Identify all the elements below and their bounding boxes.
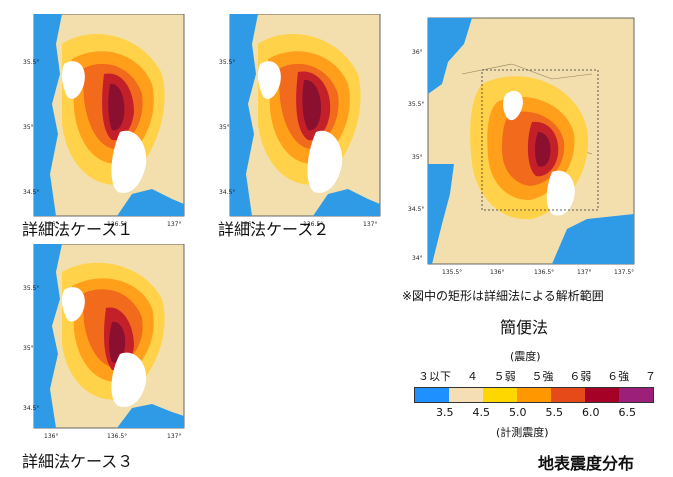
map-case1-frame bbox=[33, 14, 185, 217]
lat-tick: 35° bbox=[23, 345, 34, 352]
map-simple-lat-ticks: 36° 35.5° 35° 34.5° 34° bbox=[408, 49, 424, 262]
lon-tick: 136° bbox=[490, 269, 504, 276]
lat-tick: 34.5° bbox=[23, 189, 39, 196]
legend-class: ６弱 bbox=[569, 370, 592, 383]
legend-values: 3.5 4.5 5.0 5.5 6.0 6.5 bbox=[436, 406, 636, 419]
map-case1: 35.5° 35° 34.5° 136° 136.5° 137° bbox=[22, 14, 188, 236]
lon-tick: 135.5° bbox=[442, 269, 462, 276]
legend-title: (震度) bbox=[510, 350, 541, 363]
map-case2-lon-ticks: 136° 136.5° 137° bbox=[240, 221, 377, 228]
lon-tick: 136.5° bbox=[303, 221, 323, 228]
lon-tick: 136.5° bbox=[107, 433, 127, 440]
lon-tick: 136° bbox=[44, 221, 58, 228]
lon-tick: 136.5° bbox=[107, 221, 127, 228]
map-case1-lon-ticks: 136° 136.5° 137° bbox=[44, 221, 181, 228]
legend-classes: ３以下 ４ ５弱 ５強 ６弱 ６強 ７ bbox=[418, 368, 656, 384]
legend-swatch bbox=[483, 388, 517, 402]
map-case1-caption: 詳細法ケース１ bbox=[22, 220, 134, 239]
map-case2: 35.5° 35° 34.5° 136° 136.5° 137° bbox=[218, 14, 384, 236]
lon-tick: 136° bbox=[44, 433, 58, 440]
legend-value: 6.0 bbox=[582, 406, 600, 419]
lat-tick: 35.5° bbox=[408, 101, 424, 108]
map-case3: 35.5° 35° 34.5° 136° 136.5° 137° bbox=[22, 244, 188, 444]
lat-tick: 35.5° bbox=[219, 59, 235, 66]
lon-tick: 137° bbox=[363, 221, 377, 228]
lat-tick: 34.5° bbox=[408, 206, 424, 213]
legend-swatch bbox=[619, 388, 653, 402]
figure-title: 地表震度分布 bbox=[538, 454, 635, 473]
legend-value: 4.5 bbox=[472, 406, 491, 419]
map-simple-caption: 簡便法 bbox=[500, 318, 549, 337]
lat-tick: 36° bbox=[412, 49, 423, 56]
legend-swatch bbox=[551, 388, 585, 402]
legend-class: ５弱 bbox=[493, 370, 516, 383]
map-case3-lat-ticks: 35.5° 35° 34.5° bbox=[23, 285, 39, 412]
legend-color-bar bbox=[414, 387, 654, 403]
legend-value: 3.5 bbox=[436, 406, 454, 419]
map-case2-frame bbox=[229, 14, 381, 217]
lon-tick: 137.5° bbox=[614, 269, 634, 276]
map-simple-frame bbox=[427, 17, 635, 265]
map-simple: 36° 35.5° 35° 34.5° 34° 135.5° 136° 136.… bbox=[402, 14, 638, 284]
legend-swatch bbox=[517, 388, 551, 402]
lon-tick: 137° bbox=[167, 221, 181, 228]
legend-class: ６強 bbox=[607, 370, 630, 383]
legend-swatch bbox=[415, 388, 449, 402]
lat-tick: 35° bbox=[23, 124, 34, 131]
lat-tick: 34.5° bbox=[23, 405, 39, 412]
map-case1-lat-ticks: 35.5° 35° 34.5° bbox=[23, 59, 39, 196]
lon-tick: 136.5° bbox=[534, 269, 554, 276]
map-simple-lon-ticks: 135.5° 136° 136.5° 137° 137.5° bbox=[442, 269, 634, 276]
lat-tick: 34° bbox=[412, 255, 423, 262]
legend-class: ７ bbox=[644, 370, 656, 383]
legend-value: 6.5 bbox=[618, 406, 637, 419]
lat-tick: 35.5° bbox=[23, 59, 39, 66]
map-case2-caption: 詳細法ケース２ bbox=[218, 220, 330, 239]
map-case2-lat-ticks: 35.5° 35° 34.5° bbox=[219, 59, 235, 196]
legend-class: ５強 bbox=[531, 370, 554, 383]
legend-subtitle: (計測震度) bbox=[496, 426, 549, 439]
legend-swatch bbox=[449, 388, 483, 402]
analysis-range-note: ※図中の矩形は詳細法による解析範囲 bbox=[402, 289, 604, 303]
lat-tick: 35.5° bbox=[23, 285, 39, 292]
legend-swatch bbox=[585, 388, 619, 402]
legend-class: ３以下 bbox=[418, 370, 451, 383]
map-case3-caption: 詳細法ケース３ bbox=[22, 452, 134, 471]
lat-tick: 35° bbox=[412, 154, 423, 161]
legend-value: 5.0 bbox=[509, 406, 527, 419]
lon-tick: 137° bbox=[167, 433, 181, 440]
legend-value: 5.5 bbox=[545, 406, 564, 419]
lon-tick: 136° bbox=[240, 221, 254, 228]
legend-class: ４ bbox=[466, 370, 478, 383]
lon-tick: 137° bbox=[577, 269, 591, 276]
lat-tick: 34.5° bbox=[219, 189, 235, 196]
map-case3-frame bbox=[33, 244, 185, 429]
lat-tick: 35° bbox=[219, 124, 230, 131]
map-case3-lon-ticks: 136° 136.5° 137° bbox=[44, 433, 181, 440]
